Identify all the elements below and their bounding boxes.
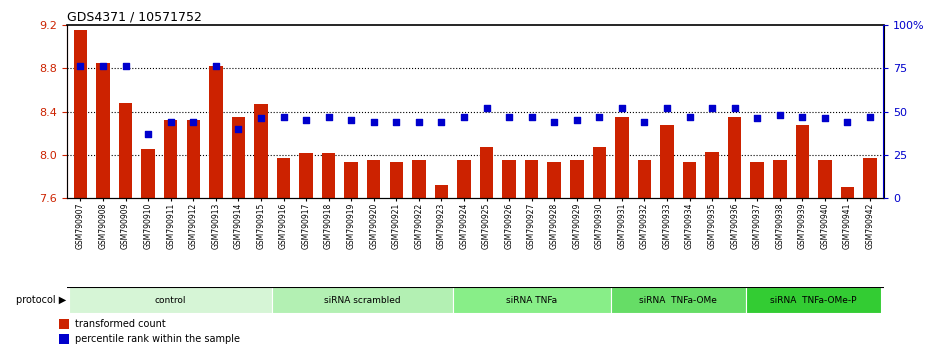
Point xyxy=(389,119,404,125)
Text: percentile rank within the sample: percentile rank within the sample xyxy=(74,334,240,344)
Bar xyxy=(277,158,290,198)
Point xyxy=(547,119,562,125)
Bar xyxy=(502,160,516,198)
Bar xyxy=(660,125,673,198)
Bar xyxy=(367,160,380,198)
Point xyxy=(140,131,155,137)
Point xyxy=(479,105,494,111)
Point xyxy=(727,105,742,111)
Bar xyxy=(863,158,877,198)
Point xyxy=(96,64,111,69)
Bar xyxy=(480,147,493,198)
Point xyxy=(321,114,336,120)
Bar xyxy=(322,153,336,198)
Bar xyxy=(60,319,69,329)
Bar xyxy=(705,152,719,198)
Text: transformed count: transformed count xyxy=(74,319,166,329)
Point xyxy=(569,118,584,123)
Point xyxy=(254,116,269,121)
Point xyxy=(434,119,449,125)
Point xyxy=(591,114,606,120)
Point xyxy=(231,126,246,132)
Point xyxy=(750,116,764,121)
Bar xyxy=(73,30,87,198)
Point xyxy=(344,118,359,123)
Bar xyxy=(841,187,854,198)
Point xyxy=(276,114,291,120)
Text: siRNA  TNFa-OMe-P: siRNA TNFa-OMe-P xyxy=(770,296,857,304)
Point xyxy=(637,119,652,125)
Point xyxy=(840,119,855,125)
Bar xyxy=(299,153,312,198)
Bar xyxy=(141,149,155,198)
Point xyxy=(299,118,313,123)
Bar xyxy=(232,117,246,198)
Point xyxy=(73,64,88,69)
Bar xyxy=(592,147,606,198)
Bar xyxy=(254,104,268,198)
Bar xyxy=(818,160,831,198)
Bar xyxy=(97,63,110,198)
Bar xyxy=(458,160,471,198)
Bar xyxy=(795,125,809,198)
Bar xyxy=(412,160,426,198)
Point xyxy=(525,114,539,120)
Bar xyxy=(453,287,611,313)
Bar xyxy=(728,117,741,198)
Point xyxy=(501,114,516,120)
Bar xyxy=(548,162,561,198)
Point xyxy=(186,119,201,125)
Bar xyxy=(746,287,882,313)
Point xyxy=(862,114,877,120)
Point xyxy=(682,114,697,120)
Point xyxy=(411,119,426,125)
Bar xyxy=(187,120,200,198)
Point xyxy=(615,105,630,111)
Bar xyxy=(119,103,132,198)
Point xyxy=(164,119,179,125)
Point xyxy=(366,119,381,125)
Point xyxy=(817,116,832,121)
Point xyxy=(705,105,720,111)
Bar xyxy=(638,160,651,198)
Bar xyxy=(570,160,583,198)
Text: siRNA TNFa: siRNA TNFa xyxy=(506,296,557,304)
Bar xyxy=(611,287,746,313)
Text: protocol ▶: protocol ▶ xyxy=(16,295,67,305)
Bar xyxy=(60,334,69,344)
Bar xyxy=(751,162,764,198)
Bar xyxy=(434,185,448,198)
Point xyxy=(457,114,472,120)
Text: siRNA scrambled: siRNA scrambled xyxy=(325,296,401,304)
Text: control: control xyxy=(155,296,187,304)
Bar xyxy=(164,120,178,198)
Bar xyxy=(525,160,538,198)
Bar xyxy=(344,162,358,198)
Point xyxy=(795,114,810,120)
Point xyxy=(118,64,133,69)
Bar xyxy=(683,162,697,198)
Bar xyxy=(272,287,453,313)
Bar xyxy=(390,162,403,198)
Text: siRNA  TNFa-OMe: siRNA TNFa-OMe xyxy=(639,296,717,304)
Bar xyxy=(615,117,629,198)
Point xyxy=(772,112,787,118)
Text: GDS4371 / 10571752: GDS4371 / 10571752 xyxy=(67,11,202,24)
Point xyxy=(208,64,223,69)
Bar xyxy=(773,160,787,198)
Point xyxy=(659,105,674,111)
Bar xyxy=(69,287,272,313)
Bar xyxy=(209,66,222,198)
